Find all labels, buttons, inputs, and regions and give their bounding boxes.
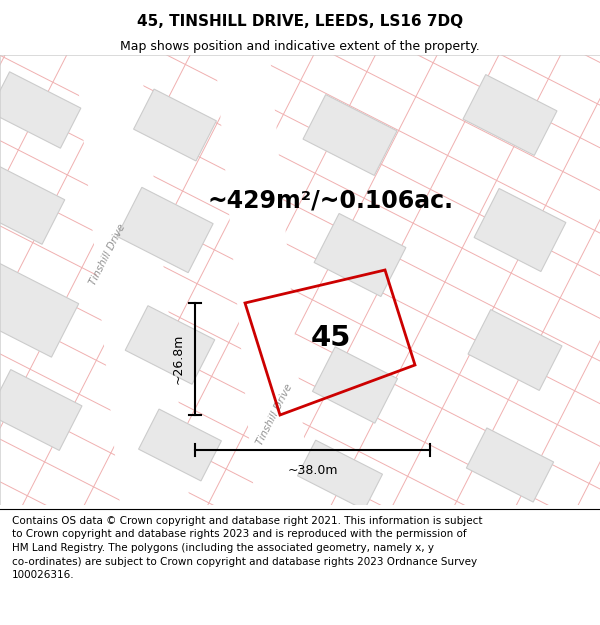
Polygon shape — [215, 55, 310, 505]
Text: 45: 45 — [311, 324, 352, 352]
Polygon shape — [468, 309, 562, 391]
Polygon shape — [117, 188, 213, 272]
Text: ~26.8m: ~26.8m — [172, 334, 185, 384]
Polygon shape — [0, 72, 81, 148]
Polygon shape — [134, 89, 217, 161]
Polygon shape — [139, 409, 221, 481]
Text: ~429m²/~0.106ac.: ~429m²/~0.106ac. — [207, 188, 453, 212]
Polygon shape — [125, 306, 215, 384]
Polygon shape — [474, 189, 566, 271]
Polygon shape — [0, 263, 79, 357]
Text: Map shows position and indicative extent of the property.: Map shows position and indicative extent… — [120, 39, 480, 52]
Polygon shape — [298, 440, 382, 510]
Polygon shape — [313, 347, 398, 423]
Polygon shape — [75, 55, 190, 505]
Polygon shape — [314, 214, 406, 296]
Text: Tinshill Drive: Tinshill Drive — [255, 382, 295, 448]
Text: ~38.0m: ~38.0m — [287, 464, 338, 477]
Polygon shape — [303, 94, 397, 176]
Polygon shape — [0, 369, 82, 451]
Polygon shape — [463, 74, 557, 156]
Text: Tinshill Drive: Tinshill Drive — [88, 222, 128, 288]
Polygon shape — [0, 166, 65, 244]
Text: 45, TINSHILL DRIVE, LEEDS, LS16 7DQ: 45, TINSHILL DRIVE, LEEDS, LS16 7DQ — [137, 14, 463, 29]
Text: Contains OS data © Crown copyright and database right 2021. This information is : Contains OS data © Crown copyright and d… — [12, 516, 482, 580]
Polygon shape — [466, 428, 554, 502]
